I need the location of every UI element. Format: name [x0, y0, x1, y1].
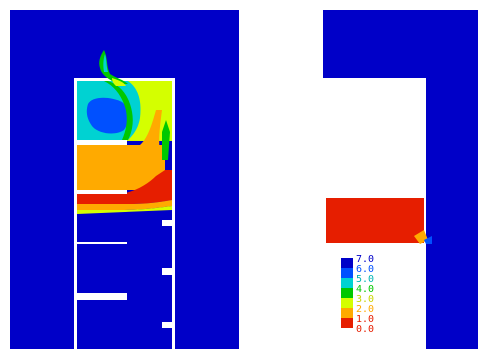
legend-label: 4.0	[356, 284, 374, 295]
legend-swatch	[341, 288, 353, 298]
legend-label: 2.0	[356, 304, 374, 315]
side-notch-3	[162, 322, 172, 328]
legend-swatch	[341, 268, 353, 278]
orange-plume-edge	[140, 110, 165, 160]
right-red-block	[326, 198, 424, 243]
yellow-strip	[77, 206, 172, 214]
green-band	[104, 81, 133, 140]
legend-label: 5.0	[356, 274, 374, 285]
legend-label: 0.0	[356, 324, 374, 335]
plume-yellow	[112, 78, 126, 86]
legend-label: 6.0	[356, 264, 374, 275]
red-band	[77, 170, 172, 204]
green-spike	[162, 120, 170, 160]
legend-swatch	[341, 258, 353, 268]
central-white-region	[239, 0, 323, 349]
right-corner-blue	[424, 236, 432, 244]
plume-green	[99, 50, 128, 84]
legend-swatch	[341, 308, 353, 318]
floor-slab-1	[77, 140, 127, 145]
legend-swatch	[341, 278, 353, 288]
legend-label: 7.0	[356, 254, 374, 265]
light-blue-core	[86, 97, 129, 134]
side-notch-1	[162, 220, 172, 226]
legend-label: 3.0	[356, 294, 374, 305]
color-legend: 7.06.05.04.03.02.01.00.0	[341, 254, 374, 335]
orange-strip	[77, 200, 172, 210]
legend-swatch	[341, 318, 353, 328]
legend-label: 1.0	[356, 314, 374, 325]
floor-slab-2	[77, 190, 127, 194]
floor-slab-4	[77, 293, 127, 300]
floor-line-3	[77, 242, 127, 244]
legend-swatch	[341, 298, 353, 308]
side-notch-2	[162, 268, 172, 275]
plume-cyan	[103, 54, 108, 72]
